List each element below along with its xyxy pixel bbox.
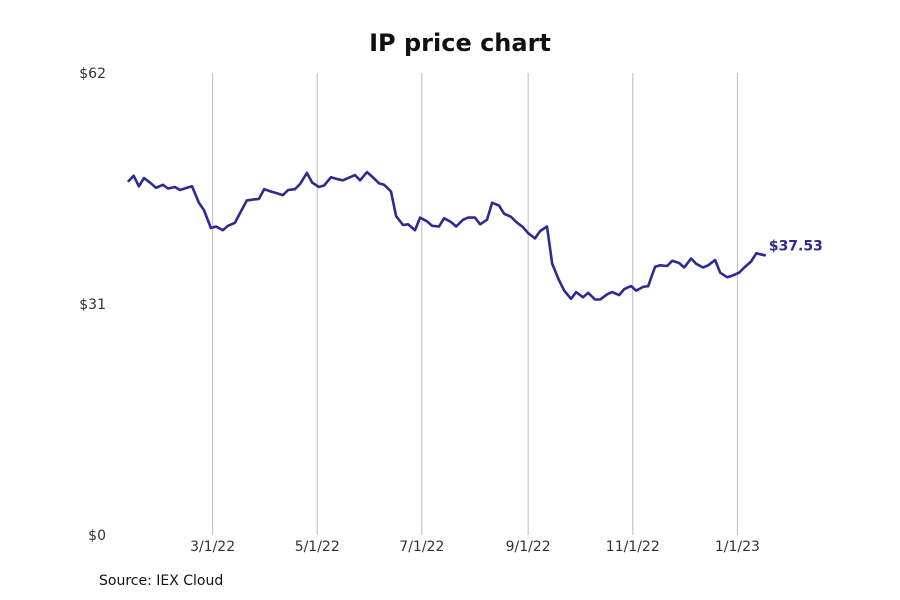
x-tick-label: 7/1/22 <box>399 539 444 555</box>
gridlines <box>212 73 738 535</box>
price-series-line <box>127 170 767 301</box>
x-axis-ticks: 3/1/22 5/1/22 7/1/22 9/1/22 11/1/22 1/1/23 <box>190 539 760 555</box>
x-tick-label: 5/1/22 <box>295 539 340 555</box>
x-tick-label: 11/1/22 <box>606 539 660 555</box>
y-tick-label: $31 <box>79 297 106 313</box>
x-tick-label: 1/1/23 <box>715 539 760 555</box>
y-axis-ticks: $0 $31 $62 <box>79 66 106 544</box>
chart-title: IP price chart <box>369 29 551 57</box>
x-tick-label: 3/1/22 <box>190 539 235 555</box>
x-tick-label: 9/1/22 <box>506 539 551 555</box>
y-tick-label: $0 <box>88 528 106 544</box>
source-note: Source: IEX Cloud <box>99 573 224 589</box>
y-tick-label: $62 <box>79 66 106 82</box>
last-value-label: $37.53 <box>769 238 823 254</box>
